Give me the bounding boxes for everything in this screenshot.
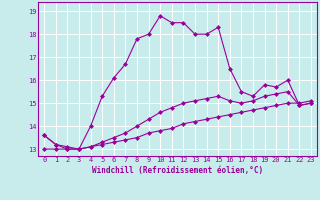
X-axis label: Windchill (Refroidissement éolien,°C): Windchill (Refroidissement éolien,°C) (92, 166, 263, 175)
